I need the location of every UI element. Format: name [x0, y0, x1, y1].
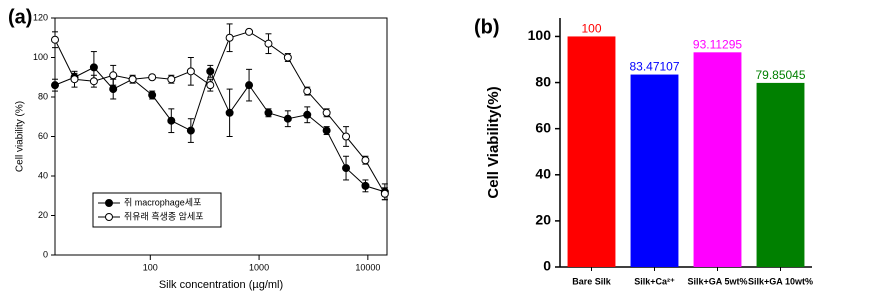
bar: [567, 36, 616, 267]
y-axis-label: Cell Viability(%): [485, 86, 502, 198]
point: [128, 75, 137, 84]
point: [148, 91, 157, 100]
point: [264, 108, 273, 117]
point: [148, 73, 157, 82]
y-tick-label: 100: [33, 52, 48, 62]
bar: [693, 52, 742, 267]
point: [167, 75, 176, 84]
value-label: 100: [581, 22, 601, 36]
point: [245, 27, 254, 36]
point: [167, 116, 176, 125]
x-tick-label: 100: [143, 262, 158, 272]
legend-marker: [105, 213, 113, 221]
legend-box: [92, 192, 222, 228]
point: [361, 181, 370, 190]
point: [206, 81, 215, 90]
y-tick-label: 100: [528, 27, 552, 43]
y-tick-label: 120: [33, 12, 48, 22]
x-axis-label: Silk concentration (µg/ml): [159, 279, 283, 291]
point: [380, 189, 389, 198]
point: [342, 164, 351, 173]
y-tick-label: 80: [535, 73, 551, 89]
legend-marker: [105, 199, 113, 207]
point: [322, 108, 331, 117]
point: [303, 87, 312, 96]
y-tick-label: 20: [535, 212, 551, 228]
value-label: 93.11295: [693, 37, 742, 51]
point: [51, 81, 59, 90]
point: [89, 77, 98, 86]
point: [225, 33, 234, 42]
legend-label: 쥐유래 흑생종 암세포: [124, 210, 204, 221]
point: [283, 53, 292, 62]
point: [109, 85, 118, 94]
point: [51, 35, 59, 44]
y-tick-label: 0: [43, 249, 48, 259]
x-tick-label: Silk+Ca²⁺: [634, 276, 675, 286]
bar: [630, 74, 679, 267]
x-tick-label: 1000: [249, 262, 269, 272]
point: [322, 126, 331, 135]
point: [206, 67, 215, 76]
point: [109, 71, 118, 80]
y-axis-label: Cell viability (%): [15, 101, 26, 172]
panel-label: (a): [8, 6, 32, 28]
series-line: [54, 31, 386, 195]
point: [342, 132, 351, 141]
x-tick-label: Bare Silk: [572, 276, 612, 286]
bar: [756, 82, 805, 267]
y-tick-label: 20: [38, 210, 48, 220]
value-label: 79.85045: [755, 68, 805, 82]
point: [186, 67, 195, 76]
point: [361, 156, 370, 165]
panel-label: (b): [474, 16, 500, 38]
legend-label: 쥐 macrophage세포: [124, 197, 201, 207]
point: [70, 75, 79, 84]
point: [303, 110, 312, 119]
y-tick-label: 80: [38, 91, 48, 101]
x-tick-label: Silk+GA 10wt%: [748, 276, 813, 286]
y-tick-label: 60: [38, 131, 48, 141]
value-label: 83.47107: [629, 60, 679, 74]
point: [264, 39, 273, 48]
point: [283, 114, 292, 123]
point: [186, 126, 195, 135]
point: [225, 108, 234, 117]
y-tick-label: 0: [543, 258, 551, 274]
series-line: [54, 66, 385, 193]
point: [245, 81, 254, 90]
y-tick-label: 40: [38, 170, 48, 180]
x-tick-label: Silk+GA 5wt%: [688, 276, 748, 286]
point: [89, 63, 98, 72]
y-tick-label: 60: [535, 119, 551, 135]
y-tick-label: 40: [535, 165, 551, 181]
x-tick-label: 10000: [355, 262, 380, 272]
